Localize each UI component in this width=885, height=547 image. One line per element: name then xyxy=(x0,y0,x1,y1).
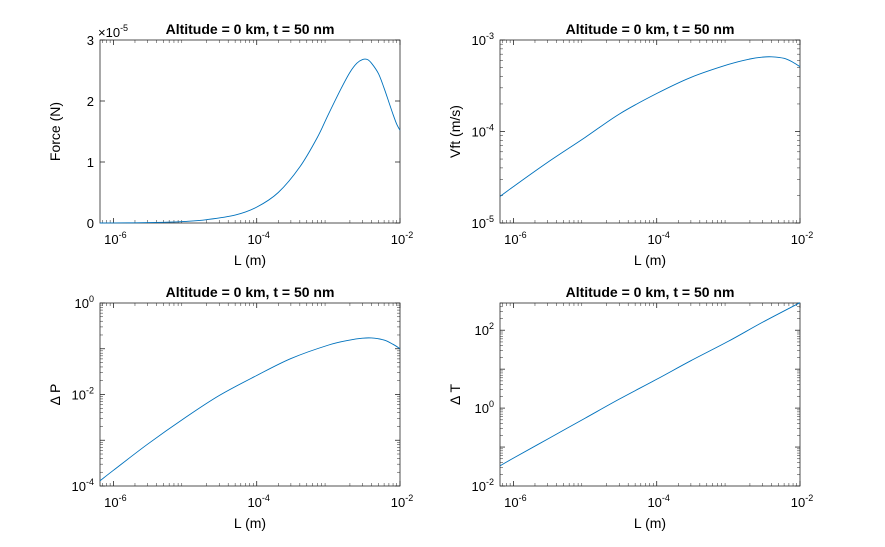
x-axis-label: L (m) xyxy=(634,252,666,268)
x-tick-label: 10-4 xyxy=(247,493,269,510)
x-axis-label: L (m) xyxy=(234,252,266,268)
y-tick-label: 10-3 xyxy=(472,31,494,48)
subplot-4: 10-6 10-4 10-2 10-2 100 102 Altitude = 0 km, t… xyxy=(447,284,813,531)
x-tick-label: 10-6 xyxy=(104,230,126,247)
series-line xyxy=(499,56,801,197)
y-tick-label: 100 xyxy=(475,399,494,416)
series-line xyxy=(99,58,401,224)
subplot-1: 10-6 10-4 10-2 0 1 2 3 ×10-5 Altitude = 0 km, t … xyxy=(47,21,413,268)
x-tick-label: 10-4 xyxy=(247,230,269,247)
x-tick-label: 10-6 xyxy=(104,493,126,510)
y-tick-label: 2 xyxy=(87,94,94,109)
y-tick-label: 0 xyxy=(87,216,94,231)
y-tick-label: 100 xyxy=(75,294,94,311)
axes-frame xyxy=(99,302,401,487)
x-tick-label: 10-4 xyxy=(647,230,669,247)
y-tick-label: 10-4 xyxy=(72,477,94,494)
x-axis-label: L (m) xyxy=(234,515,266,531)
y-axis-label: Δ P xyxy=(47,384,63,406)
x-tick-label: 10-6 xyxy=(504,493,526,510)
x-tick-label: 10-4 xyxy=(647,493,669,510)
y-tick-label: 10-4 xyxy=(472,123,494,140)
y-axis-label: Force (N) xyxy=(47,102,63,161)
axes-frame xyxy=(499,302,801,487)
x-tick-label: 10-2 xyxy=(791,493,813,510)
series-line xyxy=(499,302,801,467)
y-tick-label: 10-2 xyxy=(472,477,494,494)
subplot-2: 10-6 10-4 10-2 10-5 10-4 10-3 Altitude = 0 km,… xyxy=(447,21,813,268)
y-tick-label: 102 xyxy=(475,321,494,338)
subplot-title: Altitude = 0 km, t = 50 nm xyxy=(566,284,735,300)
x-tick-label: 10-6 xyxy=(504,230,526,247)
series-line xyxy=(99,337,401,482)
y-tick-label: 3 xyxy=(87,33,94,48)
y-exponent-label: ×10-5 xyxy=(98,23,128,40)
subplot-title: Altitude = 0 km, t = 50 nm xyxy=(166,284,335,300)
y-tick-label: 10-5 xyxy=(472,214,494,231)
y-axis-label: Vft (m/s) xyxy=(447,105,463,158)
x-tick-label: 10-2 xyxy=(391,230,413,247)
y-tick-label: 10-2 xyxy=(72,386,94,403)
subplot-title: Altitude = 0 km, t = 50 nm xyxy=(166,21,335,37)
x-tick-label: 10-2 xyxy=(391,493,413,510)
axes-frame xyxy=(499,39,801,224)
x-tick-label: 10-2 xyxy=(791,230,813,247)
y-tick-label: 1 xyxy=(87,155,94,170)
x-axis-label: L (m) xyxy=(634,515,666,531)
subplot-3: 10-6 10-4 10-2 10-4 10-2 100 Altitude = 0 km, … xyxy=(47,284,413,531)
subplot-title: Altitude = 0 km, t = 50 nm xyxy=(566,21,735,37)
y-axis-label: Δ T xyxy=(447,384,463,405)
axes-frame xyxy=(99,39,401,224)
